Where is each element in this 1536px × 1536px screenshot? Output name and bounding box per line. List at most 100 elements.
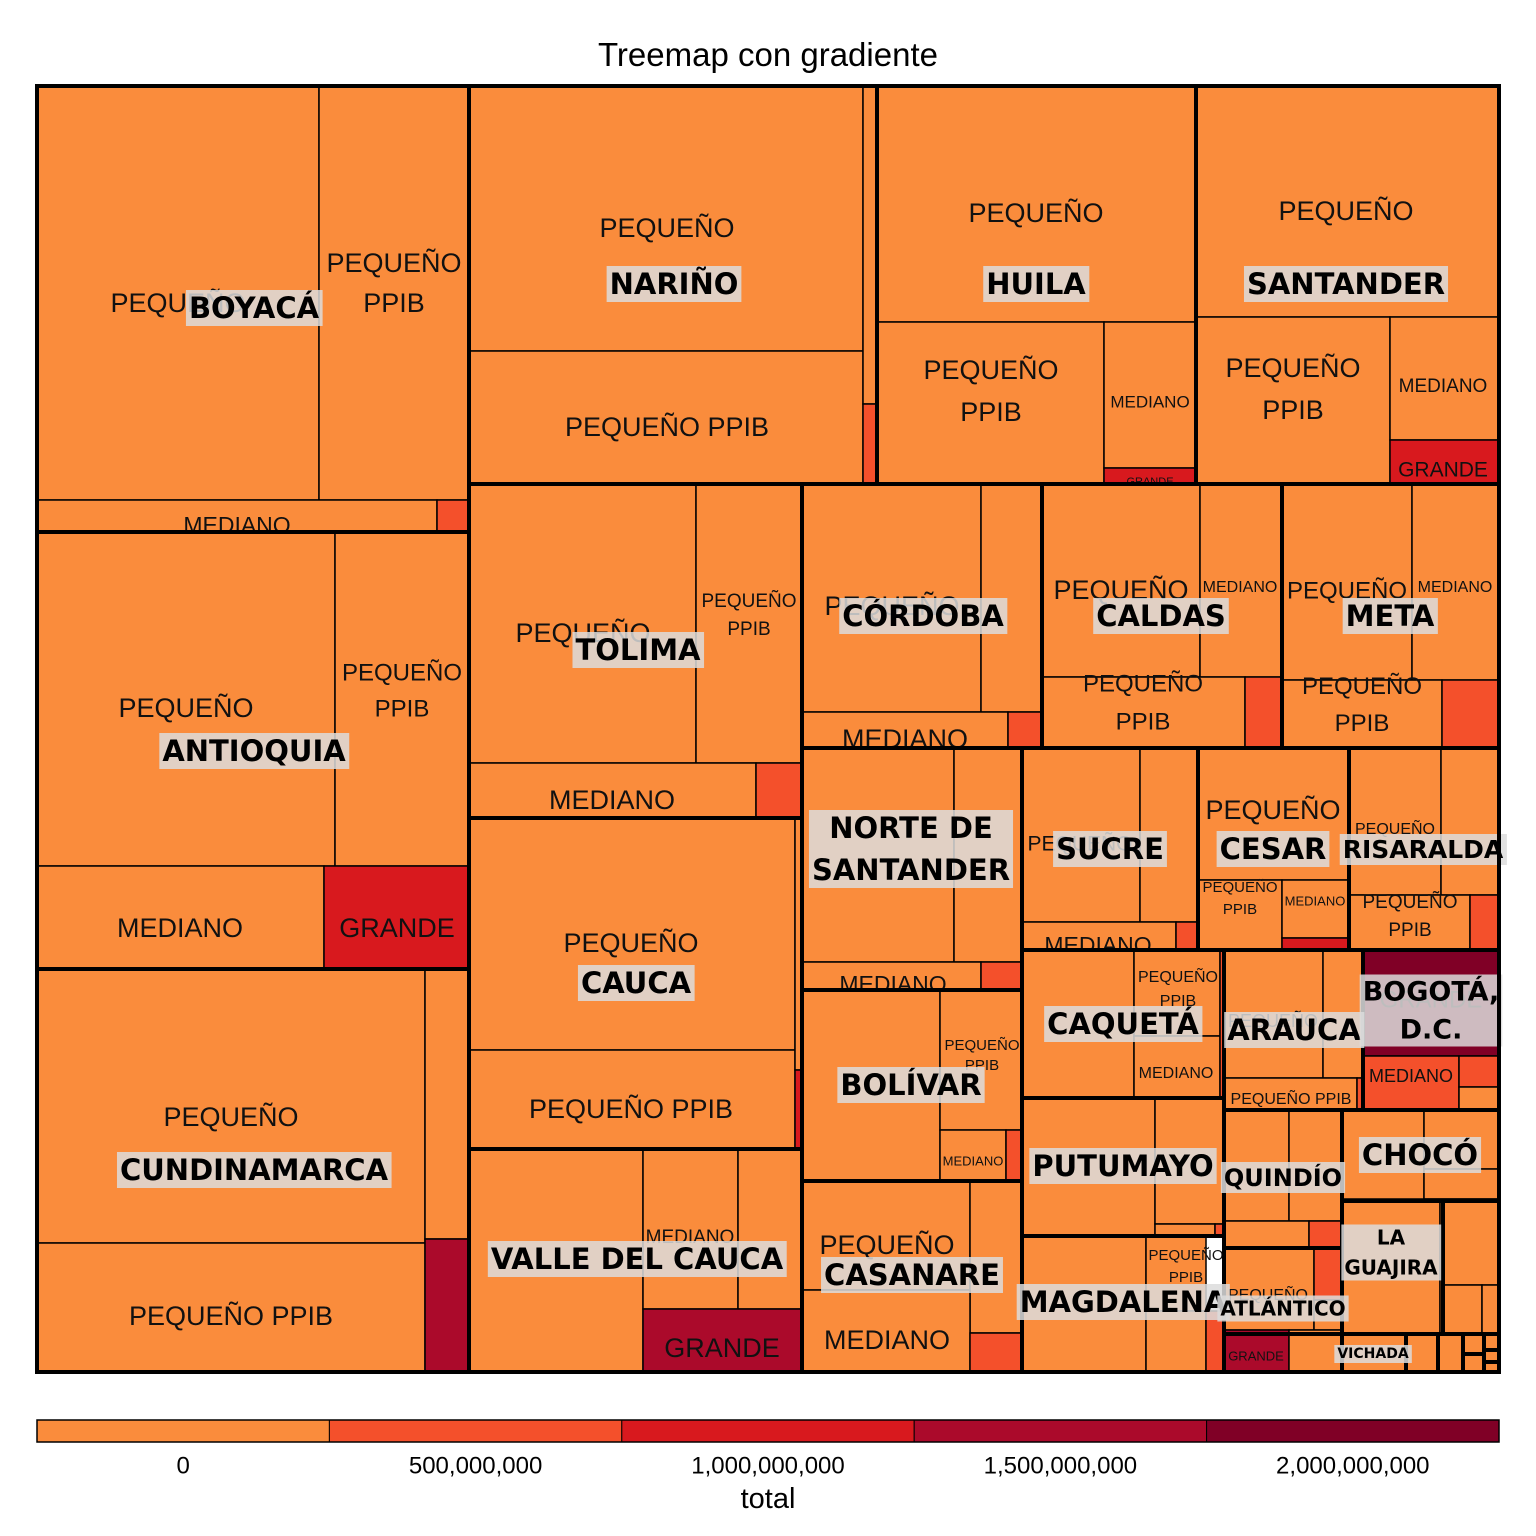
group-label-caldas: CALDAS (1093, 598, 1229, 634)
tile-label: PEQUEÑO (1083, 670, 1203, 697)
group-label-background (606, 266, 742, 302)
tile-rect (1195, 316, 1391, 485)
treemap-tile (1244, 676, 1283, 749)
treemap-groups: BOYACÁ ANTIOQUIA CUNDINAMARCA NARIÑO HUILA SA… (35, 84, 1507, 1374)
tile-rect (1481, 1284, 1500, 1335)
treemap-tile (980, 961, 1023, 991)
group-label-background (1334, 1345, 1412, 1363)
legend-bin (621, 1419, 915, 1443)
tile-rect (1483, 1333, 1500, 1373)
tile-rect (36, 1242, 426, 1373)
tile-rect (695, 483, 803, 764)
tile-rect (424, 968, 470, 1240)
tile-rect (1362, 1055, 1460, 1111)
treemap-tile (862, 403, 878, 485)
tile-rect (468, 483, 697, 764)
treemap-tile: MEDIANO (642, 1148, 739, 1310)
group-label-background (1217, 1295, 1349, 1322)
tile-rect (1389, 439, 1500, 485)
tile-rect (1288, 1329, 1343, 1373)
treemap-tile (1462, 1353, 1485, 1373)
tile-rect (1389, 316, 1500, 441)
group-label-text: SUCRE (1056, 832, 1164, 866)
tile-label: MEDIANO (943, 1153, 1004, 1168)
tile-rect (755, 762, 803, 819)
treemap-tile (1223, 1220, 1310, 1249)
group-label-bolivar: BOLÍVAR (837, 1067, 985, 1103)
tile-label: PEQUEÑO PPIB (129, 1300, 333, 1331)
legend-tick-label: 1,500,000,000 (984, 1452, 1137, 1479)
tile-rect (1005, 1129, 1023, 1182)
treemap-tile: PEQUEÑO (1281, 483, 1413, 681)
group-label-cordoba: CÓRDOBA (839, 598, 1008, 634)
tile-rect (939, 989, 1023, 1131)
treemap-tile (1423, 1168, 1500, 1200)
tile-rect (1281, 879, 1350, 939)
treemap-tile: PEQUEÑO (1041, 483, 1201, 678)
tile-label: PEQUEÑO PPIB (1231, 1088, 1352, 1108)
treemap-tile (436, 499, 470, 533)
group-label-background (837, 1067, 985, 1103)
group-label-text: CALDAS (1096, 599, 1226, 633)
group-label-text: QUINDÍO (1224, 1163, 1342, 1192)
group-label-background (487, 1241, 787, 1277)
tile-label: PEQUEÑO (1355, 818, 1435, 838)
tile-label: MEDIANO (1203, 579, 1278, 596)
group-label-cundinamarca: CUNDINAMARCA (116, 1152, 392, 1188)
group-label-background (1216, 831, 1330, 867)
tile-label: PEQUEÑO (1302, 673, 1422, 700)
group-label-text: CASANARE (824, 1258, 1000, 1292)
treemap-tile (862, 85, 878, 405)
tile-rect (1469, 894, 1500, 951)
tile-label: MEDIANO (1110, 392, 1189, 411)
treemap-tile (1481, 1284, 1500, 1335)
treemap-tile (1469, 894, 1500, 951)
tile-rect (1437, 1333, 1464, 1373)
group-label-text: BOYACÁ (189, 291, 320, 325)
tile-label: PEQUEÑO PPIB (529, 1093, 733, 1124)
group-label-text: D.C. (1400, 1015, 1463, 1046)
treemap-tile: PEQUEÑO (36, 968, 426, 1244)
group-label-background (1342, 598, 1438, 634)
group-label-meta: META (1342, 598, 1438, 634)
group-label-text: CUNDINAMARCA (120, 1153, 389, 1187)
group-label-antioquia: ANTIOQUIA (159, 733, 350, 769)
group-label-background (1220, 1162, 1346, 1193)
group-label-background (1053, 831, 1167, 867)
treemap-tile (424, 968, 470, 1240)
group-label-text: VALLE DEL CAUCA (491, 1242, 784, 1276)
tile-label: PEQUEÑO (163, 1101, 298, 1132)
group-label-sucre: SUCRE (1053, 831, 1167, 867)
group-label-bogota-d-c: BOGOTÁ, D.C. (1359, 974, 1503, 1047)
group-label-tolima: TOLIMA (572, 632, 705, 668)
legend-title: total (741, 1483, 796, 1515)
tile-label: PPIB (727, 619, 770, 640)
group-label-background (1358, 1137, 1482, 1173)
tile-rect (334, 531, 470, 867)
treemap-tile (1458, 1055, 1500, 1088)
treemap-tile (1441, 679, 1500, 749)
tile-label: PEQUEÑO (1362, 891, 1457, 913)
treemap-tile: PEQUEÑO (468, 817, 796, 1051)
treemap-tile (755, 762, 803, 819)
tile-rect (468, 85, 864, 352)
legend-tick-label: 2,000,000,000 (1276, 1452, 1429, 1479)
group-label-text: SANTANDER (1247, 267, 1445, 301)
treemap-tile: MEDIANO (1133, 1035, 1221, 1099)
tile-label: MEDIANO (1399, 376, 1488, 397)
legend-tick-label: 0 (177, 1452, 190, 1479)
group-label-text: VICHADA (1337, 1346, 1408, 1362)
tile-label: PEQUEÑO (1205, 794, 1340, 825)
tile-rect (1348, 747, 1442, 896)
treemap-tile (1175, 921, 1199, 951)
group-label-arauca: ARAUCA (1224, 1012, 1365, 1048)
treemap-tile (1458, 1086, 1500, 1111)
tile-rect (1313, 1247, 1343, 1301)
group-label-background (1359, 974, 1503, 1047)
group-label-text: GUAJIRA (1344, 1256, 1438, 1280)
